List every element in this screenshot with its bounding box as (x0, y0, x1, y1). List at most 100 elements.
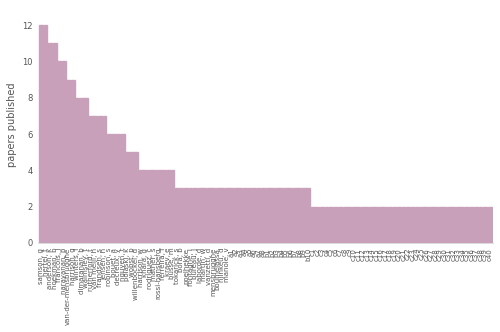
Bar (256, 189, 260, 243)
Bar (415, 207, 419, 243)
Bar (460, 207, 464, 243)
Bar (112, 134, 116, 243)
Bar (243, 189, 247, 243)
Bar (84, 98, 88, 243)
Bar (334, 207, 338, 243)
Bar (279, 189, 283, 243)
Bar (71, 80, 74, 243)
Bar (225, 189, 228, 243)
Bar (474, 207, 478, 243)
Y-axis label: papers published: papers published (7, 83, 17, 167)
Bar (212, 189, 215, 243)
Bar (429, 207, 432, 243)
Bar (252, 189, 256, 243)
Bar (320, 207, 324, 243)
Bar (488, 207, 492, 243)
Bar (298, 189, 301, 243)
Bar (66, 80, 70, 243)
Bar (338, 207, 342, 243)
Bar (465, 207, 469, 243)
Bar (392, 207, 396, 243)
Bar (324, 207, 328, 243)
Bar (193, 189, 197, 243)
Bar (261, 189, 265, 243)
Bar (248, 189, 252, 243)
Bar (478, 207, 482, 243)
Bar (120, 134, 124, 243)
Bar (470, 207, 474, 243)
Bar (447, 207, 450, 243)
Bar (206, 189, 210, 243)
Bar (57, 61, 61, 243)
Bar (442, 207, 446, 243)
Bar (220, 189, 224, 243)
Bar (406, 207, 410, 243)
Bar (366, 207, 369, 243)
Bar (329, 207, 333, 243)
Bar (397, 207, 401, 243)
Bar (347, 207, 351, 243)
Bar (134, 152, 138, 243)
Bar (148, 170, 152, 243)
Bar (130, 152, 134, 243)
Bar (234, 189, 238, 243)
Bar (152, 170, 156, 243)
Bar (80, 98, 84, 243)
Bar (184, 189, 188, 243)
Bar (44, 25, 48, 243)
Bar (361, 207, 364, 243)
Bar (311, 207, 315, 243)
Bar (316, 207, 320, 243)
Bar (107, 134, 111, 243)
Bar (388, 207, 392, 243)
Bar (170, 170, 174, 243)
Bar (384, 207, 388, 243)
Bar (352, 207, 356, 243)
Bar (483, 207, 487, 243)
Bar (116, 134, 120, 243)
Bar (62, 61, 66, 243)
Bar (144, 170, 147, 243)
Bar (216, 189, 220, 243)
Bar (274, 189, 278, 243)
Bar (420, 207, 424, 243)
Bar (98, 116, 102, 243)
Bar (288, 189, 292, 243)
Bar (424, 207, 428, 243)
Bar (188, 189, 192, 243)
Bar (198, 189, 202, 243)
Bar (379, 207, 383, 243)
Bar (452, 207, 456, 243)
Bar (39, 25, 43, 243)
Bar (166, 170, 170, 243)
Bar (402, 207, 406, 243)
Bar (342, 207, 346, 243)
Bar (180, 189, 184, 243)
Bar (356, 207, 360, 243)
Bar (266, 189, 270, 243)
Bar (456, 207, 460, 243)
Bar (102, 116, 106, 243)
Bar (125, 152, 129, 243)
Bar (157, 170, 161, 243)
Bar (302, 189, 306, 243)
Bar (374, 207, 378, 243)
Bar (284, 189, 288, 243)
Bar (162, 170, 166, 243)
Bar (175, 189, 179, 243)
Bar (270, 189, 274, 243)
Bar (438, 207, 442, 243)
Bar (139, 170, 142, 243)
Bar (370, 207, 374, 243)
Bar (306, 189, 310, 243)
Bar (48, 43, 52, 243)
Bar (76, 98, 79, 243)
Bar (230, 189, 234, 243)
Bar (238, 189, 242, 243)
Bar (410, 207, 414, 243)
Bar (293, 189, 296, 243)
Bar (434, 207, 437, 243)
Bar (89, 116, 93, 243)
Bar (52, 43, 56, 243)
Bar (202, 189, 206, 243)
